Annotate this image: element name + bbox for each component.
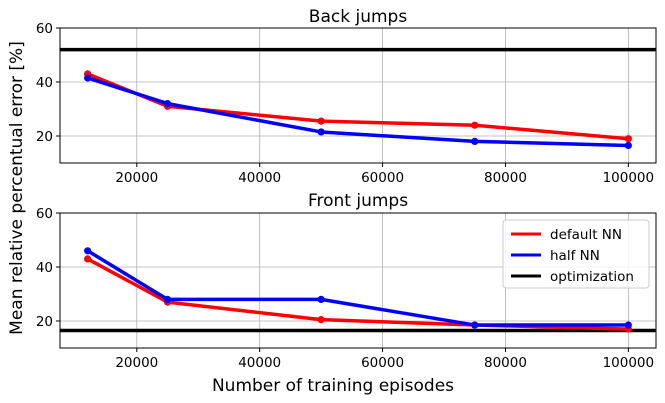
data-point-half-nn xyxy=(317,295,325,303)
x-axis-label: Number of training episodes xyxy=(212,376,454,396)
axes-frame xyxy=(59,27,657,164)
x-tick-label: 20000 xyxy=(115,170,158,186)
y-tick-label: 20 xyxy=(36,129,53,145)
data-point-default-nn xyxy=(624,135,632,143)
legend-label-half-nn: half NN xyxy=(550,248,600,264)
y-axis-label: Mean relative percentual error [%] xyxy=(7,41,27,335)
y-tick-label: 60 xyxy=(36,206,53,222)
legend: default NN half NN optimization xyxy=(502,219,650,289)
chart-title: Front jumps xyxy=(308,191,408,211)
x-tick-label: 40000 xyxy=(238,170,281,186)
x-tick-label: 60000 xyxy=(361,170,404,186)
series-line-half-nn xyxy=(87,76,629,148)
data-point-default-nn xyxy=(471,121,479,129)
data-point-default-nn xyxy=(317,316,325,324)
data-point-half-nn xyxy=(624,321,632,329)
data-point-half-nn xyxy=(163,295,172,303)
legend-box xyxy=(502,219,650,289)
data-point-default-nn xyxy=(317,117,325,125)
data-point-half-nn xyxy=(84,247,92,255)
data-point-half-nn xyxy=(317,128,325,136)
y-tick-label: 60 xyxy=(36,21,53,37)
y-tick-label: 40 xyxy=(36,260,53,276)
subplot-back-jumps: 20000 40000 60000 80000 100000 20 40 60 Back ju… xyxy=(36,7,657,186)
legend-label-optimization: optimization xyxy=(550,269,634,285)
data-point-half-nn xyxy=(84,74,92,82)
x-tick-label: 60000 xyxy=(361,355,404,371)
data-point-half-nn xyxy=(163,100,172,108)
x-tick-label: 100000 xyxy=(603,355,655,371)
x-tick-label: 20000 xyxy=(115,355,158,371)
y-tick-label: 40 xyxy=(36,75,53,91)
data-point-default-nn xyxy=(84,255,92,263)
x-tick-label: 100000 xyxy=(603,170,655,186)
x-tick-label: 80000 xyxy=(484,355,527,371)
data-point-half-nn xyxy=(471,137,479,145)
data-point-half-nn xyxy=(624,141,632,150)
chart-title: Back jumps xyxy=(309,7,408,27)
legend-label-default-nn: default NN xyxy=(550,227,622,243)
y-tick-label: 20 xyxy=(36,314,53,330)
data-point-half-nn xyxy=(471,321,479,329)
x-tick-label: 80000 xyxy=(484,170,527,186)
axes-frame xyxy=(59,212,657,349)
subplot-front-jumps: 20000 40000 60000 80000 100000 20 40 60 Front j… xyxy=(36,191,657,371)
x-tick-label: 40000 xyxy=(238,355,281,371)
